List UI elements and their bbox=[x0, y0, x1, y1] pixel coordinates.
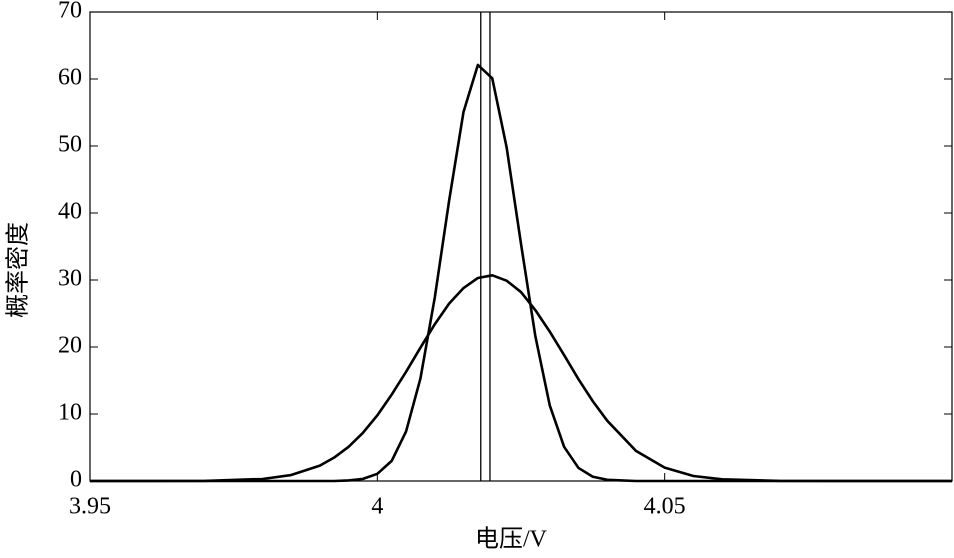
y-tick-label: 60 bbox=[58, 65, 82, 91]
x-tick-label: 4.05 bbox=[644, 494, 686, 520]
y-tick-label: 0 bbox=[70, 467, 82, 493]
y-tick-label: 70 bbox=[58, 0, 82, 24]
y-tick-label: 20 bbox=[58, 333, 82, 359]
y-tick-label: 30 bbox=[58, 266, 82, 292]
x-tick-label: 4 bbox=[371, 494, 383, 520]
plot-frame bbox=[89, 11, 953, 482]
y-axis-label: 概率密度 bbox=[5, 222, 32, 318]
x-axis-label: 电压/V bbox=[475, 526, 548, 553]
line-series bbox=[90, 63, 952, 483]
y-tick-label: 40 bbox=[58, 199, 82, 225]
y-tick-label: 10 bbox=[58, 400, 82, 426]
line-series bbox=[90, 274, 952, 483]
y-tick-label: 50 bbox=[58, 132, 82, 158]
x-tick-label: 3.95 bbox=[69, 494, 111, 520]
